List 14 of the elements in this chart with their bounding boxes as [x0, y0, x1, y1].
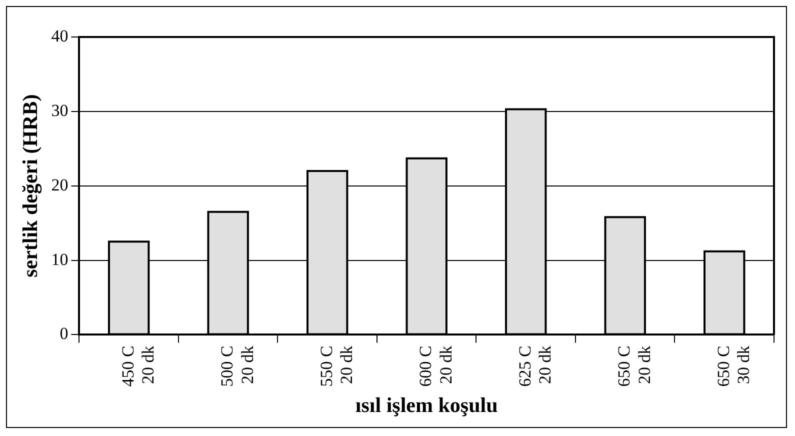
x-tick-label: 625 C 20 dk: [515, 345, 555, 387]
x-axis-title: ısıl işlem koşulu: [355, 392, 498, 417]
y-tick-label: 40: [51, 26, 68, 46]
x-tick-label: 500 C 20 dk: [218, 345, 257, 387]
y-tick-label: 0: [60, 324, 68, 344]
y-axis-title: sertlik değeri (HRB): [18, 94, 42, 278]
y-tick-label: 20: [51, 175, 68, 194]
y-tick-label: 30: [51, 100, 68, 120]
x-tick-label: 450 C 20 dk: [118, 345, 158, 387]
x-tick-label: 650 C 20 dk: [614, 345, 654, 387]
x-tick-label: 650 C 30 dk: [714, 345, 754, 387]
x-tick-label: 550 C 20 dk: [316, 345, 356, 387]
x-tick-label: 600 C 20 dk: [416, 345, 456, 387]
y-tick-label: 10: [51, 250, 68, 269]
